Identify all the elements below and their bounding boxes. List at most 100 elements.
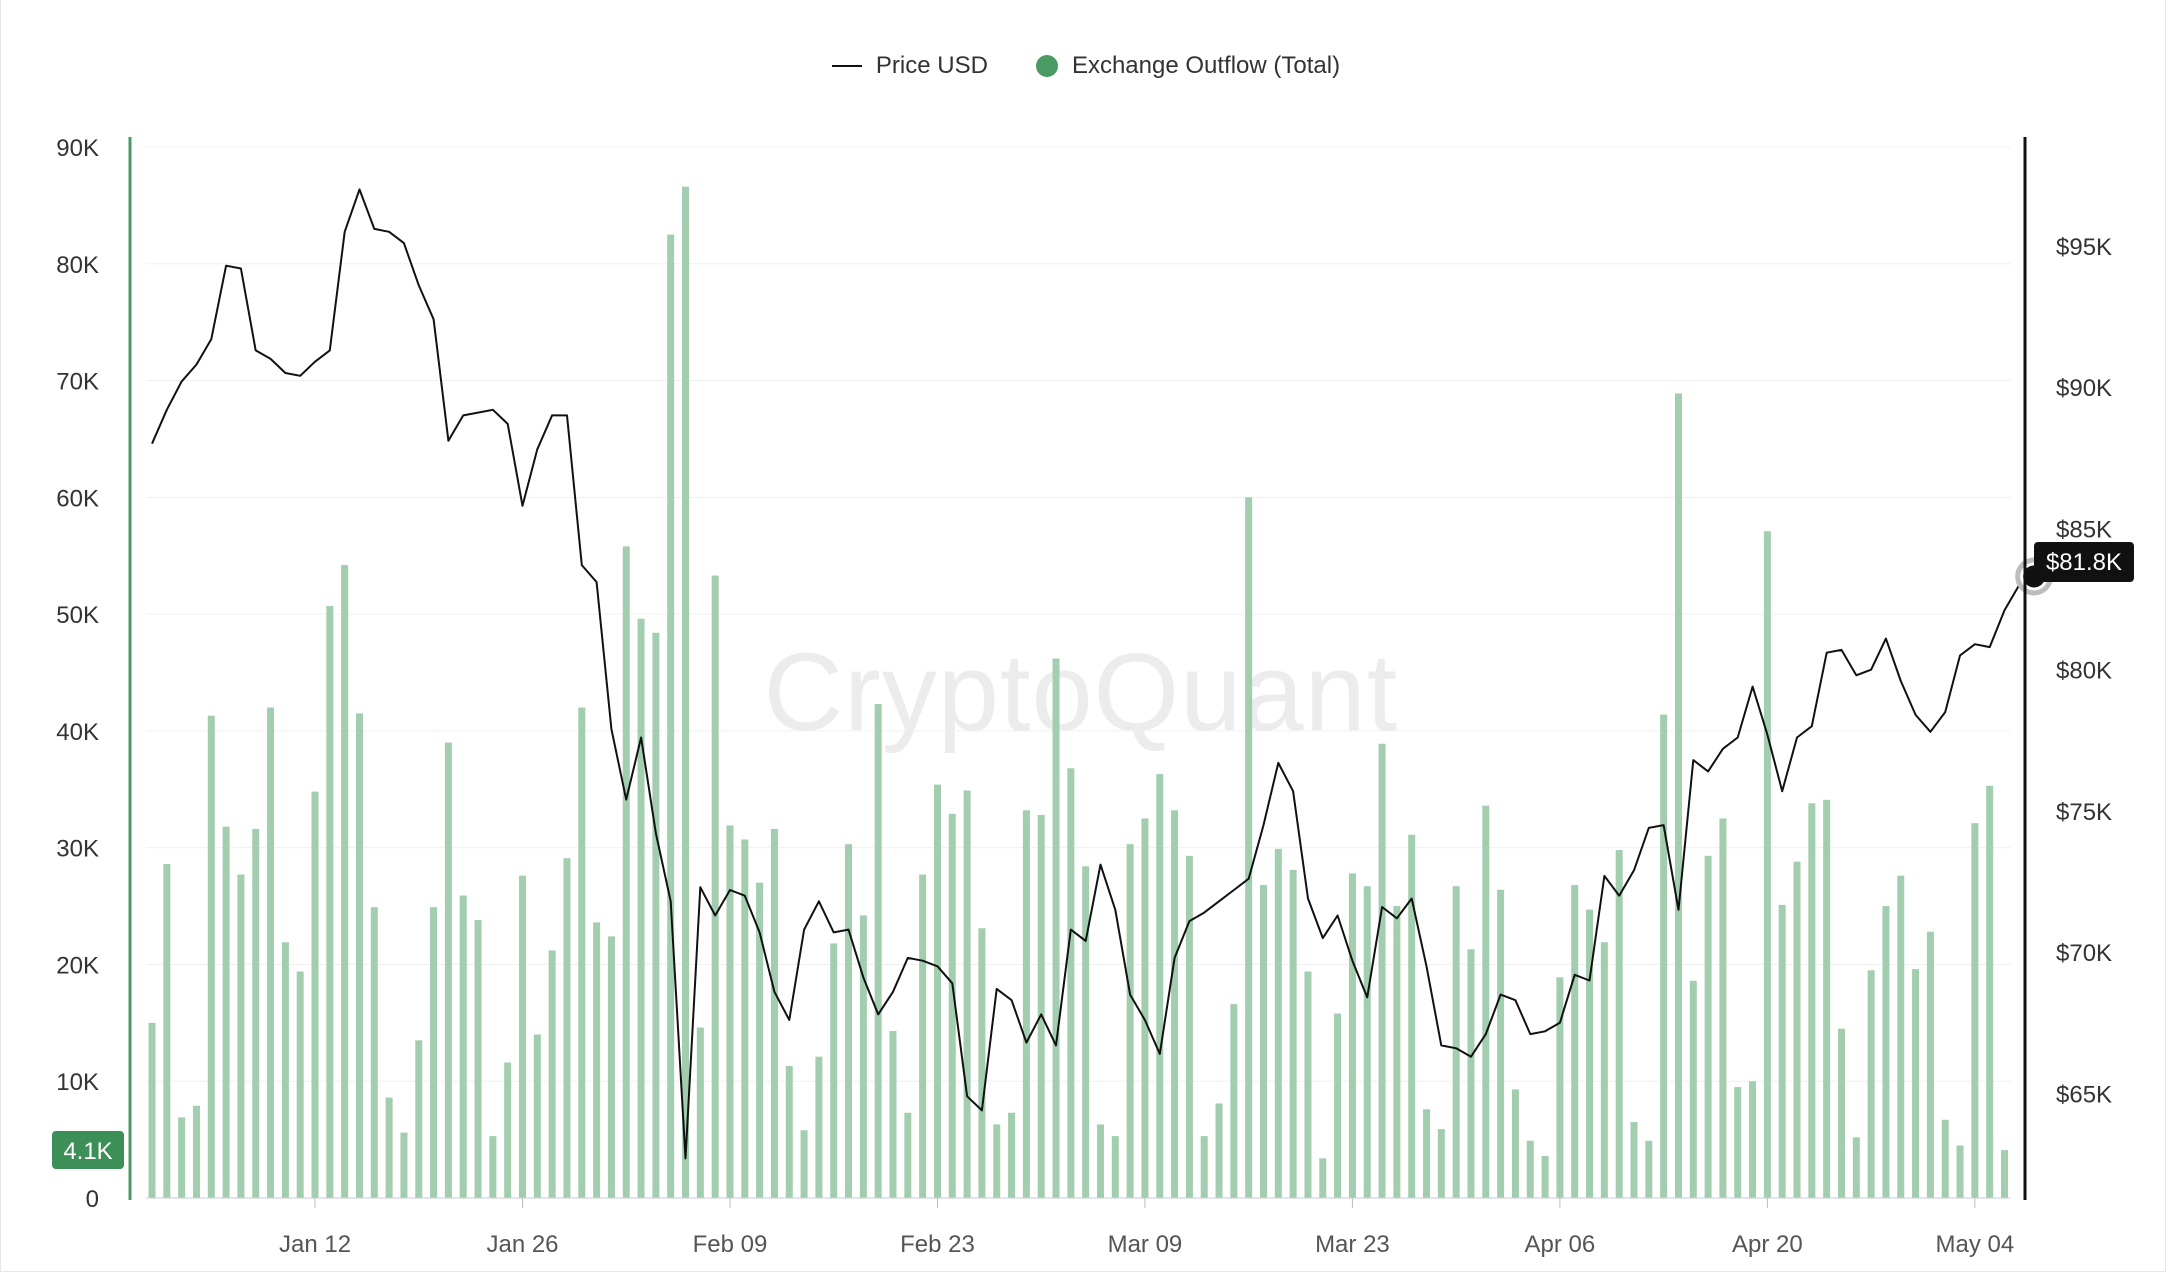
outflow-bar <box>370 907 378 1198</box>
outflow-bar <box>1393 906 1401 1198</box>
y-left-tick-label: 30K <box>56 836 99 863</box>
outflow-bar <box>1778 904 1786 1198</box>
outflow-bar <box>385 1097 393 1198</box>
legend-item-outflow[interactable]: Exchange Outflow (Total) <box>1035 52 1340 80</box>
outflow-bar <box>1645 1140 1653 1198</box>
outflow-bar <box>415 1040 423 1198</box>
outflow-bar <box>1082 866 1090 1198</box>
outflow-bar <box>741 839 749 1198</box>
grid <box>146 146 2011 1082</box>
outflow-bar <box>696 1027 704 1198</box>
outflow-bar <box>1526 1140 1534 1198</box>
outflow-bar <box>578 707 586 1198</box>
outflow-bar <box>489 1136 497 1198</box>
outflow-bar <box>993 1124 1001 1198</box>
outflow-bar <box>163 864 171 1198</box>
outflow-bar <box>1008 1112 1016 1198</box>
outflow-bar <box>1022 810 1030 1198</box>
outflow-bar <box>1926 931 1934 1198</box>
outflow-bar <box>296 971 304 1198</box>
outflow-bar <box>459 895 467 1198</box>
outflow-bar <box>1674 393 1682 1198</box>
outflow-bar <box>178 1117 186 1198</box>
outflow-bar <box>1897 875 1905 1198</box>
y-left-tick-label: 0 <box>86 1186 99 1213</box>
outflow-bar <box>1719 818 1727 1198</box>
outflow-bar <box>207 715 215 1198</box>
outflow-bar <box>637 618 645 1198</box>
outflow-bar <box>889 1031 897 1198</box>
watermark: CryptoQuant <box>764 631 1399 754</box>
outflow-bar <box>830 943 838 1198</box>
outflow-bar <box>400 1132 408 1198</box>
outflow-bar <box>1571 885 1579 1198</box>
outflow-bar <box>1956 1145 1964 1198</box>
outflow-bar <box>919 874 927 1198</box>
outflow-bar <box>533 1034 541 1198</box>
outflow-bar <box>192 1105 200 1198</box>
y-right-tick-label: $80K <box>2056 658 2112 685</box>
outflow-bar <box>1630 1122 1638 1198</box>
outflow-bar <box>756 882 764 1198</box>
y-right-tick-label: $85K <box>2056 516 2112 543</box>
outflow-bar <box>1111 1136 1119 1198</box>
outflow-bar <box>1912 969 1920 1198</box>
outflow-bar <box>148 1022 156 1198</box>
legend-item-price[interactable]: Price USD <box>831 52 988 80</box>
outflow-bar <box>1141 818 1149 1198</box>
legend-label-price: Price USD <box>875 52 988 79</box>
outflow-bar <box>1215 1103 1223 1198</box>
outflow-bar <box>1882 906 1890 1198</box>
y-left-tick-label: 40K <box>56 719 99 746</box>
outflow-bar <box>1497 889 1505 1198</box>
outflow-bar <box>1615 850 1623 1198</box>
badges: 4.1K $81.8K <box>52 542 2134 1169</box>
outflow-bar <box>874 704 882 1198</box>
x-tick-label: Feb 09 <box>693 1231 768 1258</box>
outflow-bar <box>1941 1119 1949 1198</box>
line-swatch-icon <box>831 65 862 67</box>
x-tick-label: Apr 20 <box>1732 1231 1803 1258</box>
outflow-bar <box>1734 1087 1742 1198</box>
outflow-bar <box>281 942 289 1198</box>
y-left-tick-label: 20K <box>56 952 99 979</box>
outflow-bar <box>1704 855 1712 1198</box>
outflow-bar <box>1319 1158 1327 1198</box>
x-tick-label: Apr 06 <box>1525 1231 1596 1258</box>
outflow-bar <box>815 1056 823 1198</box>
outflow-bar <box>1096 1124 1104 1198</box>
outflow-bar <box>1793 861 1801 1198</box>
x-tick-label: Jan 12 <box>279 1231 351 1258</box>
y-right-tick-label: $75K <box>2056 799 2112 826</box>
outflow-bar <box>1482 805 1490 1198</box>
y-right-tick-label: $95K <box>2056 234 2112 261</box>
outflow-bar <box>1171 810 1179 1198</box>
outflow-bar <box>1200 1136 1208 1198</box>
y-left-tick-label: 80K <box>56 252 99 279</box>
outflow-bar <box>1823 799 1831 1198</box>
outflow-bar <box>1348 873 1356 1198</box>
outflow-bar <box>978 928 986 1198</box>
outflow-bar <box>1689 980 1697 1198</box>
outflow-bar <box>519 875 526 1198</box>
outflow-bar <box>1052 658 1060 1198</box>
outflow-bar <box>711 575 719 1198</box>
outflow-bar <box>904 1112 912 1198</box>
outflow-bar <box>1556 977 1564 1198</box>
outflow-bar <box>1971 823 1979 1198</box>
outflow-bar <box>1304 971 1312 1198</box>
x-tick-label: Mar 23 <box>1315 1231 1390 1258</box>
x-tick-label: Feb 23 <box>900 1231 975 1258</box>
outflow-bar <box>341 565 349 1198</box>
outflow-bar <box>1660 714 1668 1198</box>
outflow-bar <box>1511 1089 1519 1198</box>
outflow-bar <box>933 784 941 1198</box>
price-line <box>151 188 2035 1160</box>
circle-swatch-icon <box>1035 55 1058 77</box>
legend: Price USD Exchange Outflow (Total) <box>1 52 2170 80</box>
outflow-bar <box>1467 949 1475 1198</box>
outflow-bar <box>1437 1129 1445 1198</box>
outflow-bar <box>1260 885 1267 1198</box>
last-price-badge: $81.8K <box>2046 549 2122 576</box>
outflow-bar <box>311 791 319 1198</box>
